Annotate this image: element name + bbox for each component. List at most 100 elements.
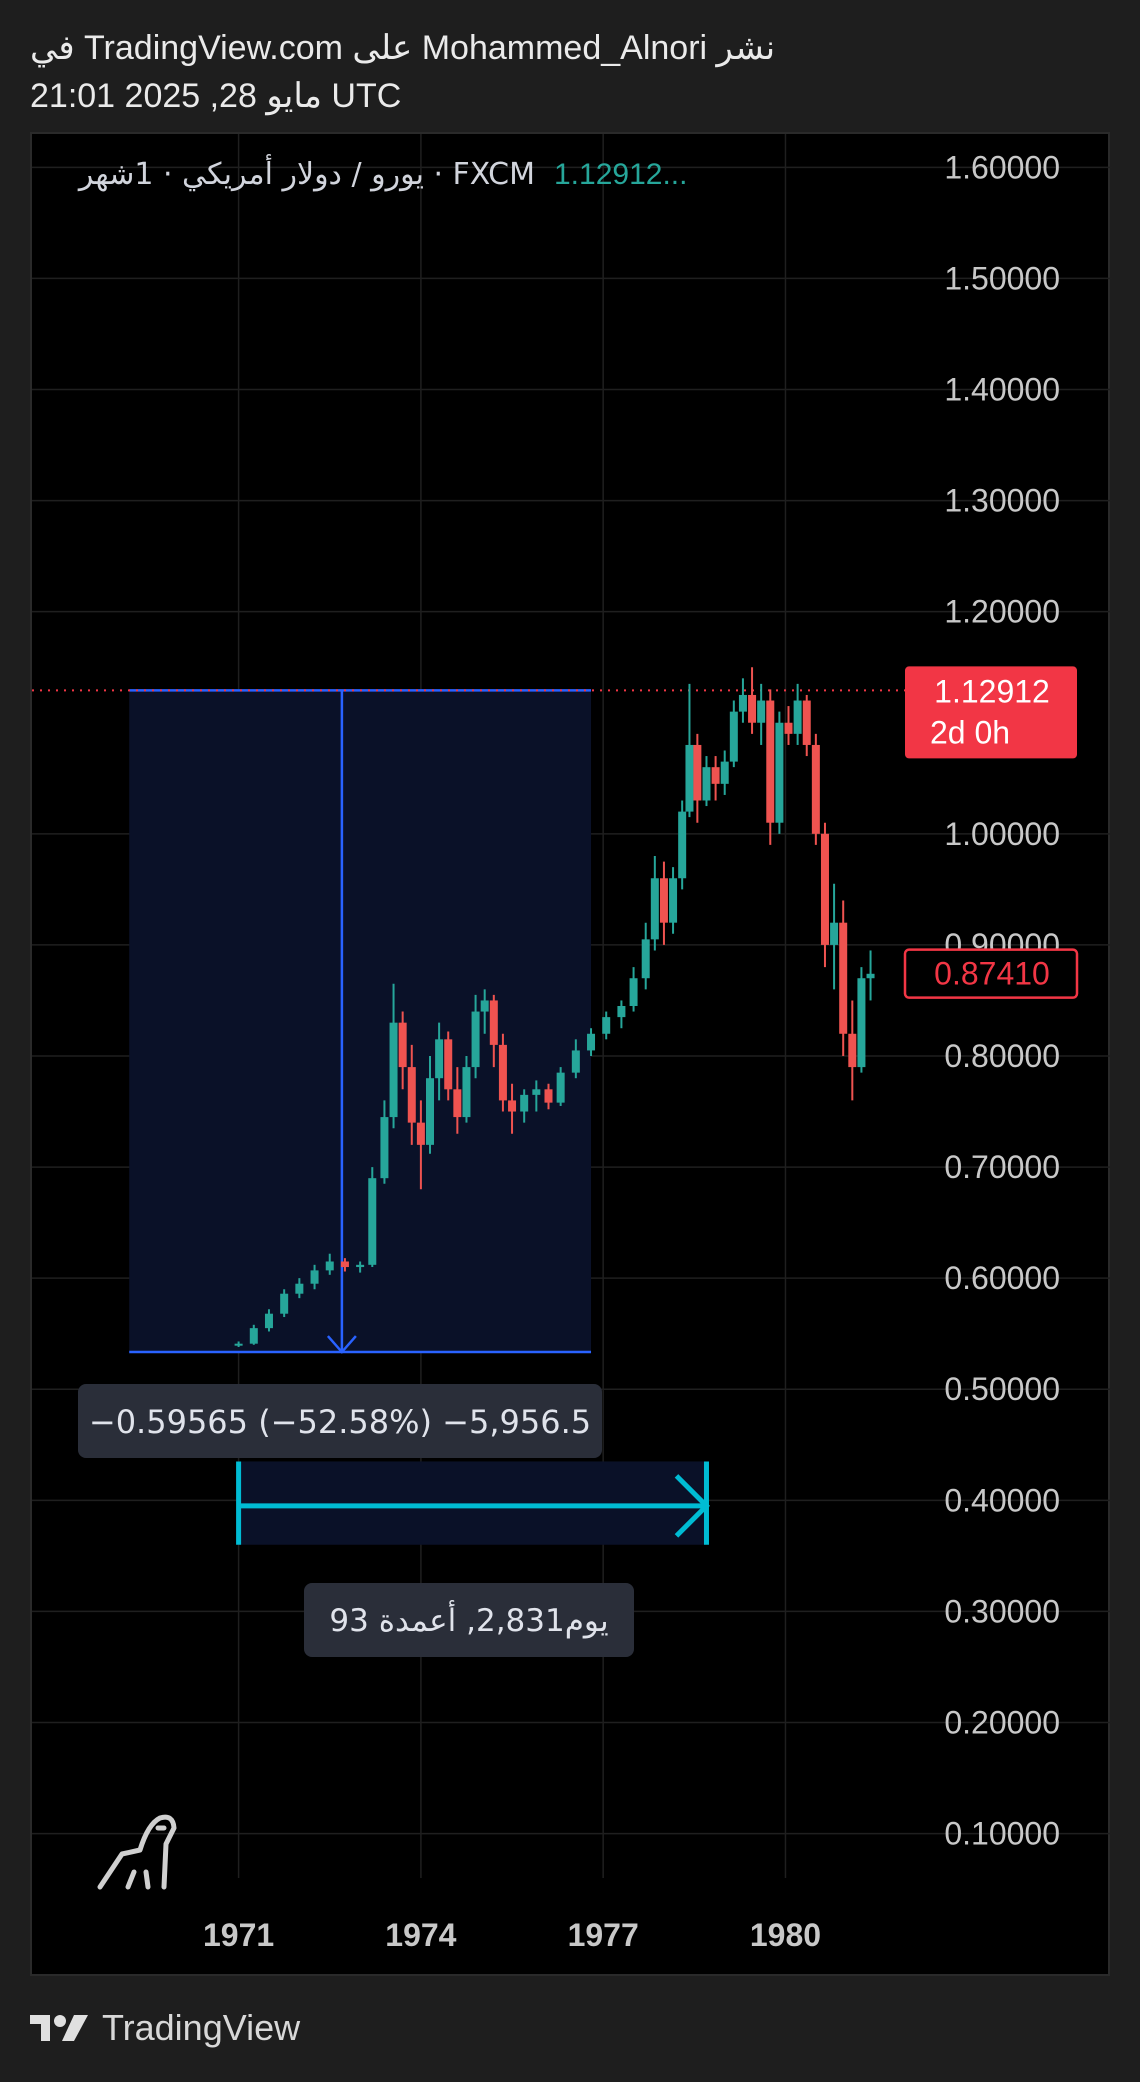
candle-body [693,744,702,801]
publish-header: نشر Mohammed_Alnori على TradingView.com … [30,26,1110,118]
x-tick-label: 1971 [203,1917,274,1953]
candle-body [802,700,811,745]
x-tick-label: 1974 [385,1917,456,1953]
candle-body [453,1089,462,1118]
marker-price-badge [903,948,1079,999]
candle-body [711,767,720,784]
candle-body [389,1022,398,1118]
candle-body [264,1313,273,1329]
last-price-label: 1.12912 [934,673,1050,709]
price-measure-label-box [78,1384,602,1458]
y-tick-label: 0.70000 [944,1149,1060,1185]
measure-shapes [32,689,907,1545]
candle-body [407,1067,416,1123]
y-tick-label: 1.00000 [944,816,1060,852]
price-chart[interactable]: 1.60000 1.50000 1.40000 1.30000 1.20000 1.000… [32,134,1112,1978]
candle-body [426,1078,435,1145]
candle-body [280,1293,289,1314]
candle-body [471,1011,480,1068]
published-by-text: نشر Mohammed_Alnori على TradingView.com … [30,29,776,67]
candle-body [340,1261,349,1268]
time-measure-label-box [304,1583,634,1657]
candle-body [685,744,694,812]
candles [234,667,875,1348]
candle-body [356,1264,365,1268]
candle-body [793,700,802,734]
candle-body [748,694,757,723]
dinosaur-icon [97,1814,177,1890]
candle-body [234,1343,243,1346]
candle-body [435,1039,444,1079]
candle-body [784,722,793,734]
chart-area[interactable]: 1.60000 1.50000 1.40000 1.30000 1.20000 1.000… [30,132,1112,1978]
x-tick-label: 1977 [568,1917,639,1953]
candle-body [659,878,668,923]
marker-price-label: 0.87410 [934,956,1050,992]
candle-body [617,1006,626,1018]
legend-value: 1.12912... [554,158,687,191]
price-range-arrowhead [326,1335,357,1354]
candle-body [641,939,650,979]
y-tick-label: 0.60000 [944,1260,1060,1296]
chart-title: يورو / دولار أمريكي · 1شهر · FXCM [77,153,535,192]
candle-body [629,978,638,1006]
candle-body [669,878,678,923]
candle-body [830,922,839,945]
countdown-label: 2d 0h [930,714,1010,750]
candle-body [532,1089,541,1095]
candle-body [857,978,866,1068]
candle-body [520,1094,529,1112]
candle-body [650,878,659,940]
y-tick-label: 1.40000 [944,371,1060,407]
candle-body [398,1022,407,1068]
x-tick-label: 1980 [750,1917,821,1953]
candle-body [325,1261,334,1271]
price-measure-label: −0.59565 (−52.58%) −5,956.5 [89,1403,591,1441]
published-date-text: 21:01 2025 ,28 مايو UTC [30,77,402,115]
y-tick-label: 0.10000 [944,1816,1060,1852]
y-tick-label: 1.20000 [944,594,1060,630]
tradingview-logo-icon [30,2015,88,2041]
candle-body [380,1117,389,1179]
candle-body [480,1000,489,1012]
y-tick-label: 0.40000 [944,1482,1060,1518]
candle-body [720,761,729,784]
time-range-arrowhead [674,1474,711,1538]
y-tick-label: 0.80000 [944,1038,1060,1074]
candle-body [702,767,711,801]
y-tick-label: 1.60000 [944,149,1060,185]
candle-body [489,1000,498,1045]
time-measure-label: 93 يوم2,831, أعمدة [329,1600,608,1639]
last-price-badge [905,666,1077,759]
footer-brand: TradingView [102,2007,301,2048]
candle-body [416,1122,425,1145]
candle-body [678,811,687,879]
candle-body [310,1270,319,1284]
candle-body [556,1072,565,1103]
candle-body [587,1033,596,1051]
time-range-box [238,1461,707,1545]
y-tick-label: 0.30000 [944,1593,1060,1629]
candle-body [295,1283,304,1294]
price-axis: 1.60000 1.50000 1.40000 1.30000 1.20000 1.000… [944,149,1060,1851]
candle-body [820,833,829,945]
candle-body [368,1178,377,1265]
overlays: 1.12912 2d 0h 0.87410 −0.59565 (−52.58%) −5… [78,666,1079,1657]
candle-body [249,1328,258,1344]
candle-body [738,694,747,712]
price-range-box [129,690,592,1353]
candle-body [508,1100,517,1112]
candle-body [866,973,875,979]
y-tick-label: 1.30000 [944,483,1060,519]
candle-body [462,1067,471,1118]
time-axis: 1971 1974 1977 1980 [203,1917,821,1953]
candle-body [571,1050,580,1073]
candle-body [848,1033,857,1068]
candle-body [602,1017,611,1034]
candle-body [839,922,848,1034]
candle-body [544,1089,553,1103]
footer: TradingView [30,2006,300,2050]
y-tick-label: 0.50000 [944,1371,1060,1407]
y-tick-label: 1.50000 [944,260,1060,296]
candle-body [757,700,766,723]
